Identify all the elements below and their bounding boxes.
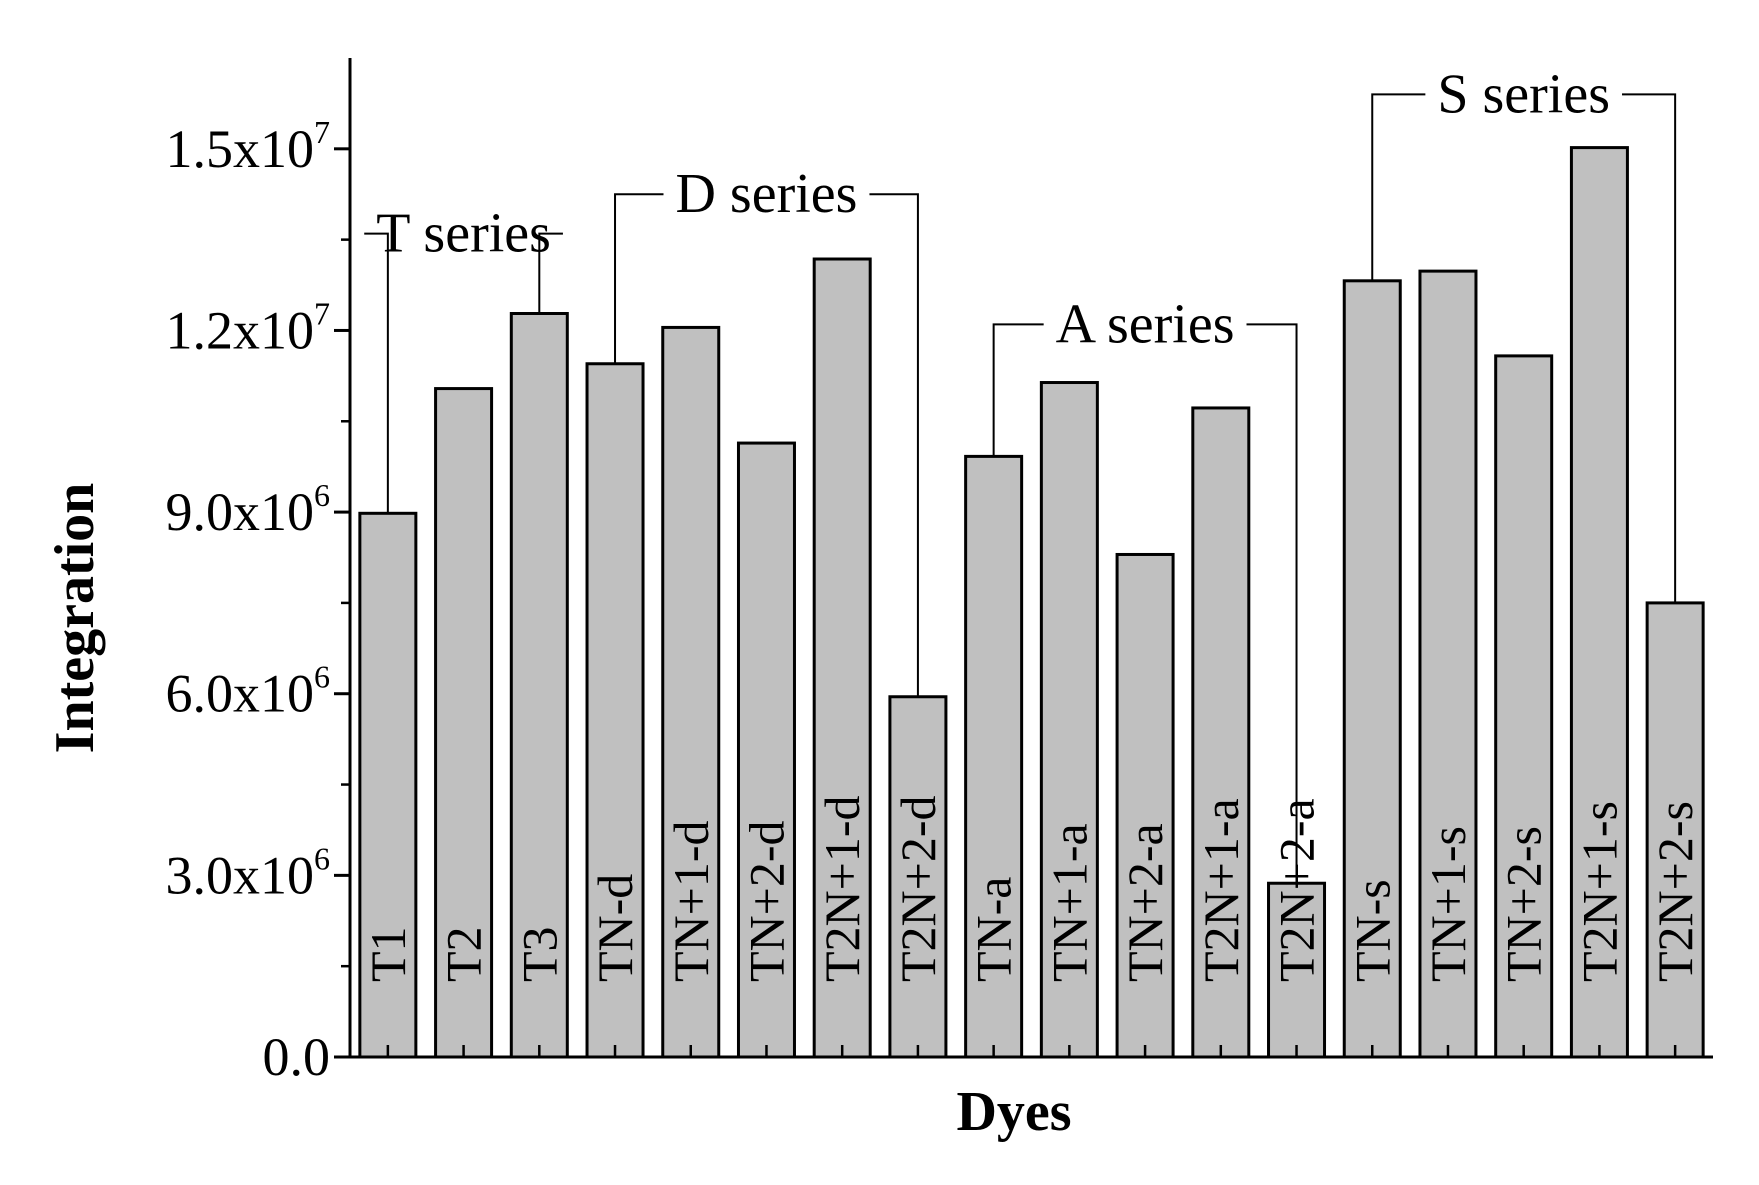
bar — [888, 695, 948, 1059]
bar-label: T2N+1-s — [1571, 801, 1627, 982]
y-tick-label: 6.0x106 — [166, 659, 331, 724]
series-label: D series — [675, 163, 857, 225]
bar-label: TN+1-d — [663, 821, 719, 983]
bar-label: TN+2-s — [1496, 826, 1552, 982]
y-axis-ticks: 0.0 3.0x106 6.0x106 9.0x106 1.2x107 1.5x107 — [166, 114, 350, 1087]
bar-label: TN-d — [587, 874, 643, 982]
bar-label: T2N+2-d — [890, 796, 946, 983]
bar-label: T2 — [436, 926, 492, 982]
bar — [1494, 354, 1554, 1059]
bar — [1267, 881, 1327, 1059]
series-bracket — [364, 232, 389, 514]
bar — [1569, 146, 1629, 1059]
axes — [341, 58, 1713, 1059]
bar-label: T2N+1-d — [814, 796, 870, 983]
bar — [509, 312, 569, 1059]
series-bracket — [1622, 93, 1677, 603]
bar — [434, 387, 494, 1059]
bar — [1418, 269, 1478, 1059]
bar-label: TN-s — [1344, 879, 1400, 982]
bar-label: TN+1-s — [1420, 826, 1476, 982]
bar-label: T1 — [360, 926, 416, 982]
y-tick-label: 1.2x107 — [166, 295, 331, 360]
series-bracket — [538, 232, 563, 314]
y-tick-label: 9.0x106 — [166, 477, 331, 542]
series-bracket — [1246, 323, 1298, 884]
series-bracket — [992, 323, 1044, 457]
series-bracket — [1371, 93, 1426, 281]
bar — [812, 257, 872, 1059]
bar — [1191, 406, 1251, 1059]
bar-label: T3 — [511, 926, 567, 982]
series-bracket — [614, 193, 664, 364]
series-label: T series — [376, 203, 551, 265]
y-tick-label: 3.0x106 — [166, 840, 331, 905]
series-label: S series — [1437, 63, 1610, 125]
bar-label: T2N+1-a — [1193, 798, 1249, 982]
bar-label: TN-a — [966, 877, 1022, 983]
bar-label: TN+2-a — [1117, 823, 1173, 982]
y-axis-title: Integration — [44, 483, 106, 754]
x-axis-title: Dyes — [956, 1081, 1071, 1143]
y-tick-label: 1.5x107 — [166, 114, 331, 179]
y-tick-label: 0.0 — [263, 1027, 331, 1087]
series-label: A series — [1056, 293, 1235, 355]
bar-label: TN+2-d — [738, 821, 794, 983]
bar-label: TN+1-a — [1041, 823, 1097, 982]
series-bracket — [869, 193, 919, 697]
bar — [736, 441, 796, 1059]
bar-label: T2N+2-s — [1647, 801, 1703, 982]
bar — [661, 325, 721, 1059]
bar — [1342, 279, 1402, 1059]
bar-labels: T1 T2 T3 TN-d TN+1-d TN+2-d T2N+1-d T2N+2-d TN-a… — [360, 796, 1703, 983]
bar — [1039, 381, 1099, 1059]
series-annotations: T series D series A series S series — [364, 63, 1677, 884]
